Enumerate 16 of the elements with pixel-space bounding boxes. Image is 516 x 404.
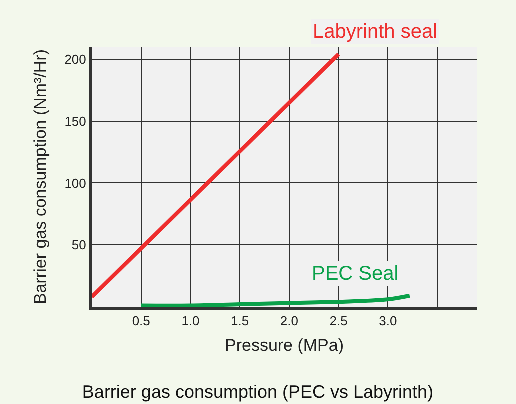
- x-tick-label: 1.0: [182, 314, 200, 329]
- x-tick-label: 3.0: [379, 314, 398, 329]
- text: Barrier gas consumption (PEC vs Labyrinth): [82, 382, 434, 402]
- line-series: [139, 294, 412, 307]
- y-tick-label: 50: [72, 238, 86, 253]
- x-axis-title: Pressure (MPa): [224, 336, 344, 355]
- x-tick-label: 2.5: [330, 314, 348, 329]
- y-tick-label: 200: [64, 52, 86, 67]
- x-tick-label: 0.5: [132, 314, 150, 329]
- series-label: Labyrinth seal: [313, 21, 438, 43]
- series-label: PEC Seal: [312, 263, 399, 285]
- y-tick-label: 150: [64, 114, 86, 129]
- y-axis-title: Barrier gas consumption (Nm³/Hr): [31, 49, 50, 305]
- x-tick-label: 2.0: [280, 314, 298, 329]
- x-tick-label: 1.5: [231, 314, 250, 329]
- y-tick-label: 100: [64, 176, 86, 191]
